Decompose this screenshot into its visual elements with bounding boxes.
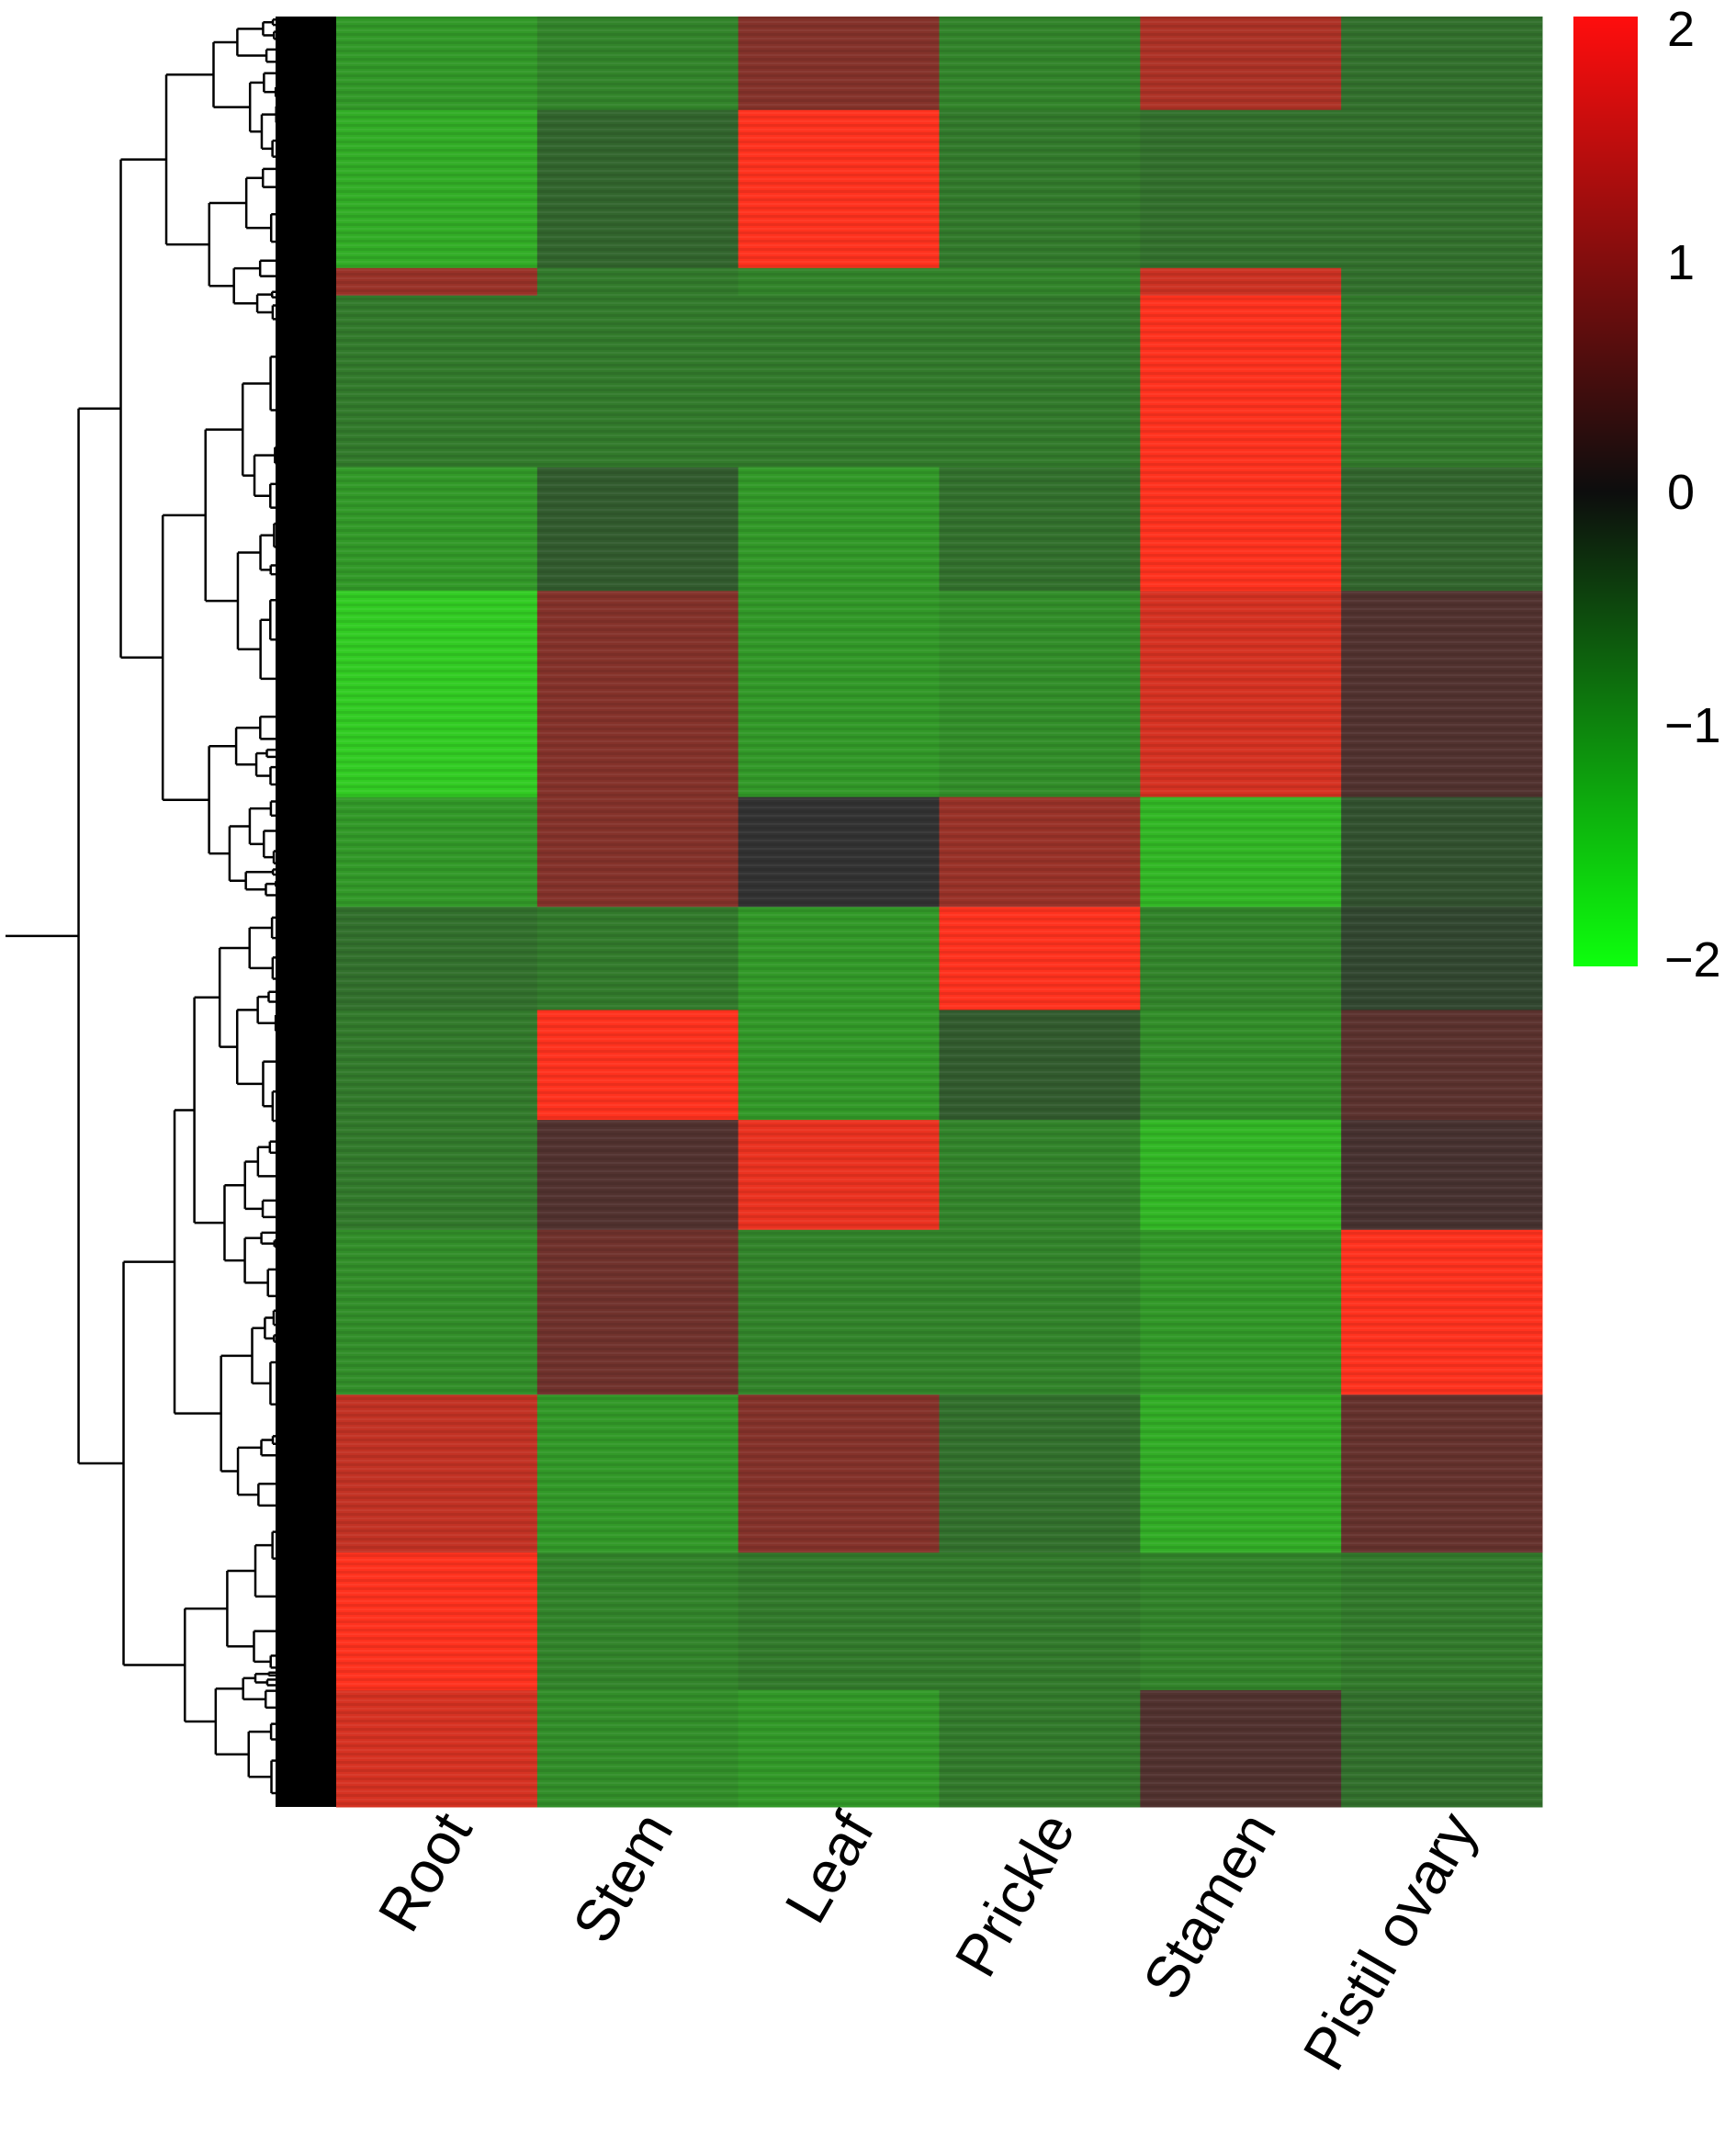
colorbar-tick-0: 0 — [1667, 465, 1695, 520]
stripe-texture — [336, 17, 1542, 1807]
dendrogram-leaves — [276, 17, 336, 1807]
column-label-prickle: Prickle — [942, 1801, 1088, 1987]
colorbar-tick-minus1: −1 — [1664, 698, 1721, 753]
column-label-stem: Stem — [559, 1801, 685, 1953]
column-label-root: Root — [366, 1801, 485, 1942]
column-labels: Root Stem Leaf Prickle Stamen Pistil ova… — [366, 1801, 1490, 2081]
column-label-leaf: Leaf — [772, 1801, 887, 1934]
colorbar-tick-1: 1 — [1667, 235, 1695, 290]
column-label-stamen: Stamen — [1130, 1801, 1289, 2010]
color-legend: 2 1 0 −1 −2 — [1573, 2, 1721, 988]
colorbar — [1573, 17, 1638, 966]
colorbar-tick-minus2: −2 — [1664, 932, 1721, 988]
row-dendrogram — [6, 17, 336, 1807]
column-label-pistil-ovary: Pistil ovary — [1291, 1801, 1490, 2081]
colorbar-tick-2: 2 — [1667, 2, 1695, 57]
